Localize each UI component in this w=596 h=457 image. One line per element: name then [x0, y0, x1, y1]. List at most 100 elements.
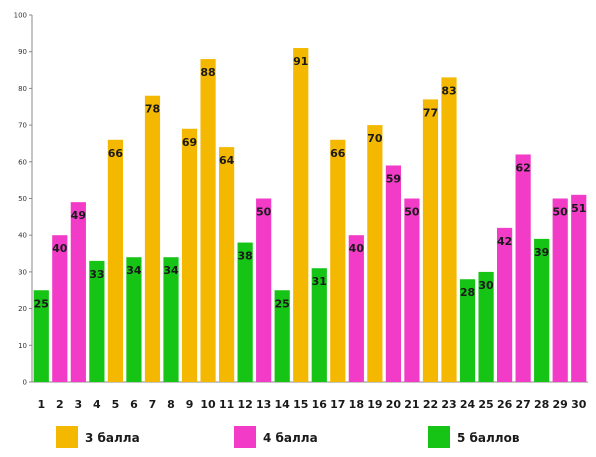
- x-tick-label: 30: [571, 398, 587, 411]
- bar: [274, 290, 290, 382]
- x-tick-label: 3: [75, 398, 83, 411]
- bar-value-label: 88: [200, 66, 215, 79]
- bar-value-label: 59: [386, 172, 401, 185]
- bar-value-label: 40: [52, 242, 68, 255]
- y-tick-label: 10: [18, 342, 27, 350]
- bar: [311, 268, 327, 382]
- bar-value-label: 28: [460, 286, 475, 299]
- x-tick-label: 21: [404, 398, 419, 411]
- legend-swatch: [56, 426, 78, 448]
- bar: [515, 154, 531, 382]
- bar-value-label: 69: [182, 136, 197, 149]
- bar-value-label: 49: [71, 209, 86, 222]
- bar: [385, 165, 401, 382]
- x-tick-label: 16: [312, 398, 328, 411]
- y-tick-label: 100: [14, 12, 27, 20]
- bar: [330, 139, 346, 382]
- bar: [348, 235, 364, 382]
- bar-value-label: 62: [515, 161, 530, 174]
- x-tick-label: 26: [497, 398, 513, 411]
- y-tick-label: 50: [18, 195, 27, 203]
- bar-value-label: 34: [126, 264, 142, 277]
- y-tick-label: 20: [18, 305, 27, 313]
- x-tick-label: 9: [186, 398, 194, 411]
- x-tick-label: 10: [200, 398, 216, 411]
- bar: [144, 95, 161, 383]
- bar: [237, 242, 253, 382]
- bar-series: 25 40 49 33 66 34 78 34 69 88 64 38 50 25 91 31 66 40 70 59…: [33, 48, 587, 383]
- x-tick-label: 6: [130, 398, 138, 411]
- bar-value-label: 50: [256, 206, 272, 219]
- y-axis: 0 10 20 30 40 50 60 70 80 90 100: [14, 12, 588, 387]
- x-tick-label: 13: [256, 398, 271, 411]
- bar-value-label: 25: [275, 297, 290, 310]
- y-tick-label: 80: [18, 85, 27, 93]
- bar: [478, 271, 494, 382]
- bar: [422, 99, 439, 382]
- x-axis: 1 2 3 4 5 6 7 8 9 10 11 12 13 14 15 16 17 18 19 20 21 22 23 24 2…: [37, 398, 586, 411]
- bar-value-label: 51: [571, 202, 586, 215]
- x-tick-label: 11: [219, 398, 234, 411]
- bar-value-label: 50: [404, 206, 420, 219]
- x-tick-label: 14: [275, 398, 291, 411]
- bar: [163, 257, 179, 382]
- bar-value-label: 33: [89, 268, 104, 281]
- y-tick-label: 40: [18, 232, 27, 240]
- legend-swatch: [428, 426, 450, 448]
- x-tick-label: 12: [237, 398, 252, 411]
- bar-value-label: 77: [423, 106, 438, 119]
- bar: [52, 235, 68, 382]
- bar-value-label: 34: [163, 264, 179, 277]
- bar: [497, 227, 513, 382]
- legend: 3 балла 4 балла 5 баллов: [56, 426, 520, 448]
- bar-value-label: 66: [330, 147, 346, 160]
- bar: [293, 48, 309, 382]
- legend-label: 5 баллов: [457, 431, 520, 445]
- bar: [181, 128, 198, 382]
- bar: [70, 202, 86, 382]
- bar-value-label: 38: [237, 250, 252, 263]
- x-tick-label: 4: [93, 398, 101, 411]
- x-tick-label: 22: [423, 398, 438, 411]
- bar-value-label: 39: [534, 246, 549, 259]
- bar-value-label: 83: [441, 84, 456, 97]
- x-tick-label: 17: [330, 398, 345, 411]
- bar-value-label: 64: [219, 154, 235, 167]
- bar-value-label: 91: [293, 55, 308, 68]
- bar: [33, 290, 49, 382]
- bar-value-label: 70: [367, 132, 383, 145]
- bar-value-label: 25: [34, 297, 49, 310]
- bar: [256, 198, 272, 382]
- bar: [534, 238, 550, 382]
- bar-value-label: 42: [497, 235, 512, 248]
- x-tick-label: 15: [293, 398, 308, 411]
- x-tick-label: 1: [37, 398, 45, 411]
- legend-label: 4 балла: [263, 431, 318, 445]
- y-tick-label: 70: [18, 122, 27, 130]
- bar: [571, 194, 587, 382]
- legend-label: 3 балла: [85, 431, 140, 445]
- y-tick-label: 60: [18, 158, 27, 166]
- x-tick-label: 5: [112, 398, 120, 411]
- x-tick-label: 28: [534, 398, 549, 411]
- x-tick-label: 7: [149, 398, 157, 411]
- legend-swatch: [234, 426, 256, 448]
- x-tick-label: 29: [553, 398, 568, 411]
- bar: [441, 77, 457, 382]
- bar: [200, 59, 216, 382]
- x-tick-label: 8: [167, 398, 175, 411]
- bar: [89, 260, 105, 382]
- x-tick-label: 23: [441, 398, 456, 411]
- bar-value-label: 31: [312, 275, 327, 288]
- bar-value-label: 78: [145, 103, 160, 116]
- x-tick-label: 2: [56, 398, 64, 411]
- bar: [459, 279, 476, 382]
- bar-value-label: 50: [553, 206, 569, 219]
- bar: [552, 198, 568, 382]
- x-tick-label: 19: [367, 398, 382, 411]
- x-tick-label: 24: [460, 398, 476, 411]
- x-tick-label: 25: [478, 398, 493, 411]
- bar-value-label: 40: [349, 242, 365, 255]
- bar: [404, 198, 420, 382]
